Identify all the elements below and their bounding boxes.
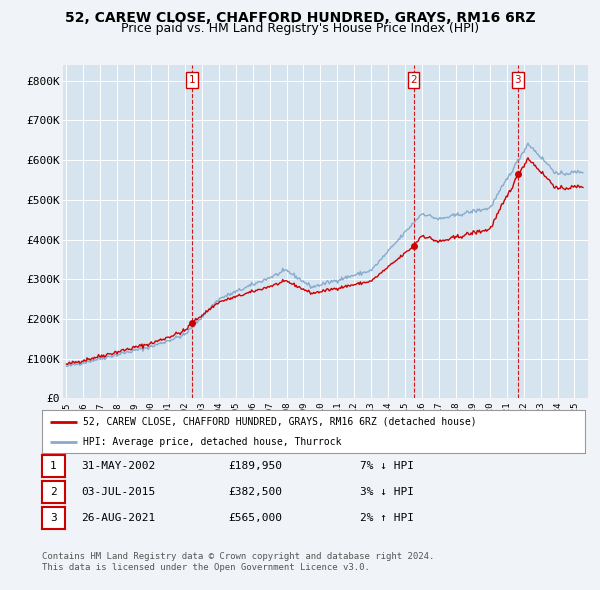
Text: Price paid vs. HM Land Registry's House Price Index (HPI): Price paid vs. HM Land Registry's House … <box>121 22 479 35</box>
Text: HPI: Average price, detached house, Thurrock: HPI: Average price, detached house, Thur… <box>83 437 341 447</box>
Text: £189,950: £189,950 <box>228 461 282 471</box>
Text: 31-MAY-2002: 31-MAY-2002 <box>81 461 155 471</box>
Text: 3% ↓ HPI: 3% ↓ HPI <box>360 487 414 497</box>
Text: 52, CAREW CLOSE, CHAFFORD HUNDRED, GRAYS, RM16 6RZ: 52, CAREW CLOSE, CHAFFORD HUNDRED, GRAYS… <box>65 11 535 25</box>
Text: Contains HM Land Registry data © Crown copyright and database right 2024.: Contains HM Land Registry data © Crown c… <box>42 552 434 561</box>
Text: 1: 1 <box>189 75 196 85</box>
Text: 3: 3 <box>514 75 521 85</box>
Text: 52, CAREW CLOSE, CHAFFORD HUNDRED, GRAYS, RM16 6RZ (detached house): 52, CAREW CLOSE, CHAFFORD HUNDRED, GRAYS… <box>83 417 476 427</box>
Text: 03-JUL-2015: 03-JUL-2015 <box>81 487 155 497</box>
Text: 2: 2 <box>410 75 417 85</box>
Text: 2: 2 <box>50 487 57 497</box>
Text: £382,500: £382,500 <box>228 487 282 497</box>
Text: £565,000: £565,000 <box>228 513 282 523</box>
Text: 3: 3 <box>50 513 57 523</box>
Text: This data is licensed under the Open Government Licence v3.0.: This data is licensed under the Open Gov… <box>42 563 370 572</box>
Text: 7% ↓ HPI: 7% ↓ HPI <box>360 461 414 471</box>
Text: 2% ↑ HPI: 2% ↑ HPI <box>360 513 414 523</box>
Text: 26-AUG-2021: 26-AUG-2021 <box>81 513 155 523</box>
Text: 1: 1 <box>50 461 57 471</box>
